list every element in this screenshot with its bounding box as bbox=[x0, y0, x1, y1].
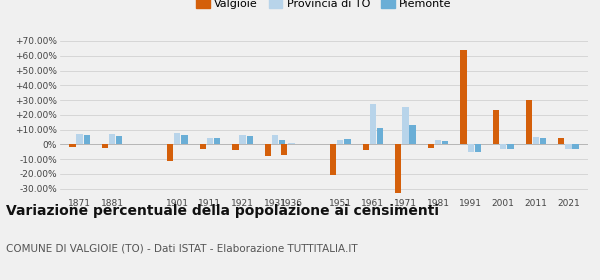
Text: Variazione percentuale della popolazione ai censimenti: Variazione percentuale della popolazione… bbox=[6, 204, 439, 218]
Bar bbox=[272, 136, 278, 144]
Bar bbox=[572, 144, 579, 150]
Bar bbox=[207, 138, 213, 144]
Bar bbox=[83, 136, 90, 144]
Bar bbox=[467, 144, 474, 152]
Bar bbox=[239, 136, 245, 144]
Bar bbox=[500, 144, 506, 149]
Bar bbox=[493, 110, 499, 144]
Bar bbox=[232, 144, 239, 150]
Bar bbox=[214, 138, 220, 144]
Bar bbox=[344, 139, 350, 144]
Bar bbox=[526, 100, 532, 144]
Bar bbox=[116, 136, 122, 144]
Bar bbox=[76, 134, 83, 144]
Bar bbox=[409, 125, 416, 144]
Bar bbox=[174, 132, 181, 144]
Bar bbox=[540, 138, 546, 144]
Bar bbox=[288, 143, 295, 144]
Bar bbox=[281, 144, 287, 155]
Bar bbox=[337, 140, 343, 144]
Bar bbox=[200, 144, 206, 149]
Bar bbox=[475, 144, 481, 152]
Bar bbox=[395, 144, 401, 193]
Bar bbox=[265, 144, 271, 156]
Bar bbox=[558, 138, 565, 144]
Bar bbox=[362, 144, 369, 150]
Bar bbox=[279, 140, 286, 144]
Bar bbox=[533, 137, 539, 144]
Bar bbox=[428, 144, 434, 148]
Bar bbox=[435, 140, 441, 144]
Bar bbox=[167, 144, 173, 160]
Bar bbox=[247, 136, 253, 144]
Bar bbox=[109, 134, 115, 144]
Bar bbox=[330, 144, 336, 175]
Bar bbox=[102, 144, 108, 148]
Bar bbox=[69, 144, 76, 147]
Bar bbox=[442, 141, 448, 144]
Bar bbox=[370, 104, 376, 144]
Bar bbox=[377, 128, 383, 144]
Bar bbox=[565, 144, 572, 149]
Legend: Valgioie, Provincia di TO, Piemonte: Valgioie, Provincia di TO, Piemonte bbox=[192, 0, 456, 13]
Text: COMUNE DI VALGIOIE (TO) - Dati ISTAT - Elaborazione TUTTITALIA.IT: COMUNE DI VALGIOIE (TO) - Dati ISTAT - E… bbox=[6, 244, 358, 254]
Bar bbox=[507, 144, 514, 149]
Bar bbox=[403, 108, 409, 144]
Bar bbox=[460, 50, 467, 144]
Bar bbox=[181, 136, 188, 144]
